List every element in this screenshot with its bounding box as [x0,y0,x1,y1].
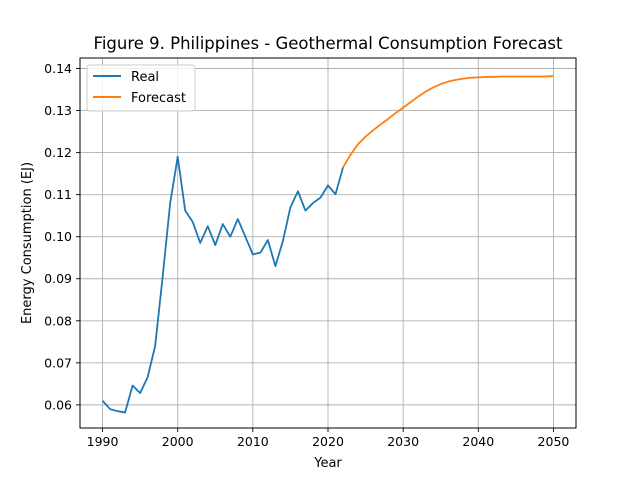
legend: Real Forecast [86,64,196,112]
x-tick-label: 2030 [387,434,419,449]
legend-label-forecast: Forecast [131,91,186,106]
y-tick-label: 0.10 [44,229,72,244]
y-tick-label: 0.08 [44,313,72,328]
chart-title: Figure 9. Philippines - Geothermal Consu… [94,34,563,53]
y-tick-label: 0.13 [44,103,72,118]
grid [80,58,576,428]
series-line-real [101,155,344,414]
y-tick-label: 0.11 [44,187,72,202]
legend-label-real: Real [131,70,159,85]
x-tick-label: 2010 [237,434,269,449]
x-tick-label: 2020 [312,434,344,449]
y-axis-label: Energy Consumption (EJ) [20,162,35,324]
y-tick-label: 0.12 [44,145,72,160]
y-tick-label: 0.09 [44,271,72,286]
x-tick-label: 2000 [162,434,194,449]
series-line-forecast [342,75,554,168]
series-layer [101,75,554,414]
y-tick-label: 0.06 [44,397,72,412]
x-tick-label: 1990 [87,434,119,449]
x-tick-label: 2040 [462,434,494,449]
y-tick-label: 0.07 [44,355,72,370]
x-tick-label: 2050 [538,434,570,449]
ticks: 1990 2000 2010 2020 2030 2040 2050 0.06 0.07 0.08… [44,61,569,449]
x-axis-label: Year [313,456,342,471]
y-tick-label: 0.14 [44,61,72,76]
